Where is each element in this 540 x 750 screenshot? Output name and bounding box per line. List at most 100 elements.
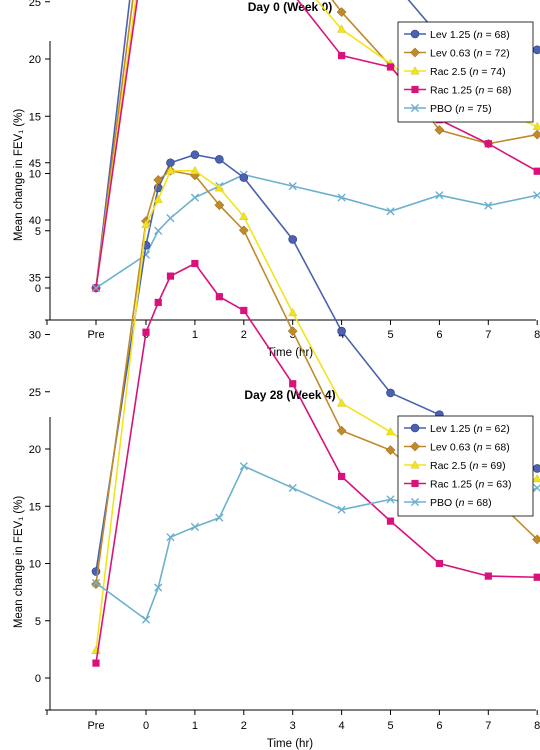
data-point (435, 559, 443, 568)
y-tick-label: 40 (29, 215, 41, 227)
legend-label: Lev 1.25 (n = 62) (430, 423, 510, 435)
series (92, 259, 540, 667)
x-tick-label: 8 (534, 329, 540, 341)
x-tick-label: 3 (290, 720, 296, 732)
data-point (532, 473, 540, 483)
legend-entry: Lev 0.63 (n = 72) (404, 48, 510, 60)
x-tick-label: 5 (387, 329, 393, 341)
legend-marker (410, 497, 420, 507)
legend-label: Rac 2.5 (n = 69) (430, 460, 506, 472)
x-tick-label: 2 (241, 720, 247, 732)
data-point (91, 579, 101, 590)
y-tick-label: 25 (29, 0, 41, 9)
data-point (165, 165, 175, 175)
data-point (190, 193, 199, 202)
x-tick-label: 6 (436, 720, 442, 732)
legend-marker (410, 103, 420, 113)
data-point (214, 183, 224, 192)
legend-entry: Lev 0.63 (n = 68) (404, 442, 510, 454)
x-tick-label: 7 (485, 329, 491, 341)
data-point (166, 214, 175, 223)
chart-title: Day 28 (Week 4) (244, 388, 335, 402)
data-point (166, 158, 175, 168)
x-tick-label: 6 (436, 329, 442, 341)
y-tick-label: 0 (35, 673, 41, 685)
data-point (533, 573, 540, 581)
legend-marker (410, 441, 420, 452)
legend-entry: Lev 1.25 (n = 62) (404, 423, 510, 435)
data-point (288, 483, 297, 493)
x-tick-label: 4 (339, 720, 345, 732)
y-tick-label: 35 (29, 272, 41, 284)
data-point (214, 200, 225, 211)
data-point (154, 298, 162, 307)
legend-label: Rac 2.5 (n = 74) (430, 66, 506, 78)
data-point (238, 225, 249, 236)
series-line (95, 169, 538, 651)
legend-entry: Lev 1.25 (n = 68) (404, 29, 510, 41)
data-point (337, 193, 346, 202)
y-axis-label: Mean change in FEV₁ (%) (13, 496, 25, 629)
legend-label: Rac 1.25 (n = 63) (430, 479, 511, 491)
data-point (92, 659, 100, 667)
x-tick-label: 0 (143, 720, 149, 732)
series (91, 165, 540, 654)
data-point (533, 483, 540, 493)
y-tick-label: 5 (35, 226, 41, 238)
x-tick-label: 7 (485, 720, 491, 732)
data-point (215, 513, 224, 522)
data-point (336, 425, 347, 436)
data-point (153, 174, 164, 185)
legend-marker (410, 423, 420, 433)
data-point (484, 140, 492, 148)
legend-box (397, 415, 534, 517)
data-point (289, 380, 297, 388)
data-point (154, 583, 163, 592)
legend-entry: Rac 2.5 (n = 69) (404, 460, 506, 472)
x-tick-label: 5 (387, 720, 393, 732)
y-tick-label: 45 (29, 158, 41, 170)
data-point (91, 578, 101, 588)
chart-day-28: Day 28 (Week 4) Time (hr) Mean change in… (13, 150, 540, 750)
x-tick-label: Pre (87, 720, 104, 732)
data-point (386, 63, 395, 71)
data-point (91, 283, 101, 293)
y-tick-label: 10 (29, 169, 41, 181)
legend-entry: PBO (n = 75) (404, 103, 492, 115)
y-tick-label: 20 (29, 444, 41, 456)
y-tick-label: 20 (29, 54, 41, 66)
y-tick-label: 15 (29, 501, 41, 513)
legend-marker (410, 460, 420, 469)
data-point (435, 191, 444, 200)
data-point (484, 201, 493, 210)
data-point (239, 211, 249, 220)
data-point (386, 495, 395, 504)
data-point (215, 155, 224, 164)
x-tick-label: Pre (87, 329, 104, 341)
y-tick-label: 15 (29, 111, 41, 123)
data-point (215, 293, 223, 301)
x-tick-label: 1 (192, 329, 198, 341)
legend-marker (410, 66, 420, 75)
legend-label: Lev 0.63 (n = 72) (430, 48, 510, 60)
data-point (532, 121, 540, 130)
legend-label: PBO (n = 68) (430, 497, 492, 509)
data-point (288, 307, 298, 317)
data-point (385, 427, 396, 436)
data-point (191, 259, 199, 268)
data-point (154, 226, 163, 235)
legend-label: Rac 1.25 (n = 68) (430, 85, 511, 97)
data-point (142, 328, 150, 336)
data-point (338, 51, 346, 60)
legend-entry: PBO (n = 68) (404, 497, 492, 509)
data-point (337, 326, 346, 336)
legend-marker (411, 85, 419, 94)
x-axis-label: Time (hr) (267, 738, 313, 750)
data-point (287, 326, 298, 337)
y-tick-label: 25 (29, 387, 41, 399)
legend-box (397, 21, 534, 123)
legend-marker (411, 479, 419, 488)
legend-marker (410, 29, 420, 39)
